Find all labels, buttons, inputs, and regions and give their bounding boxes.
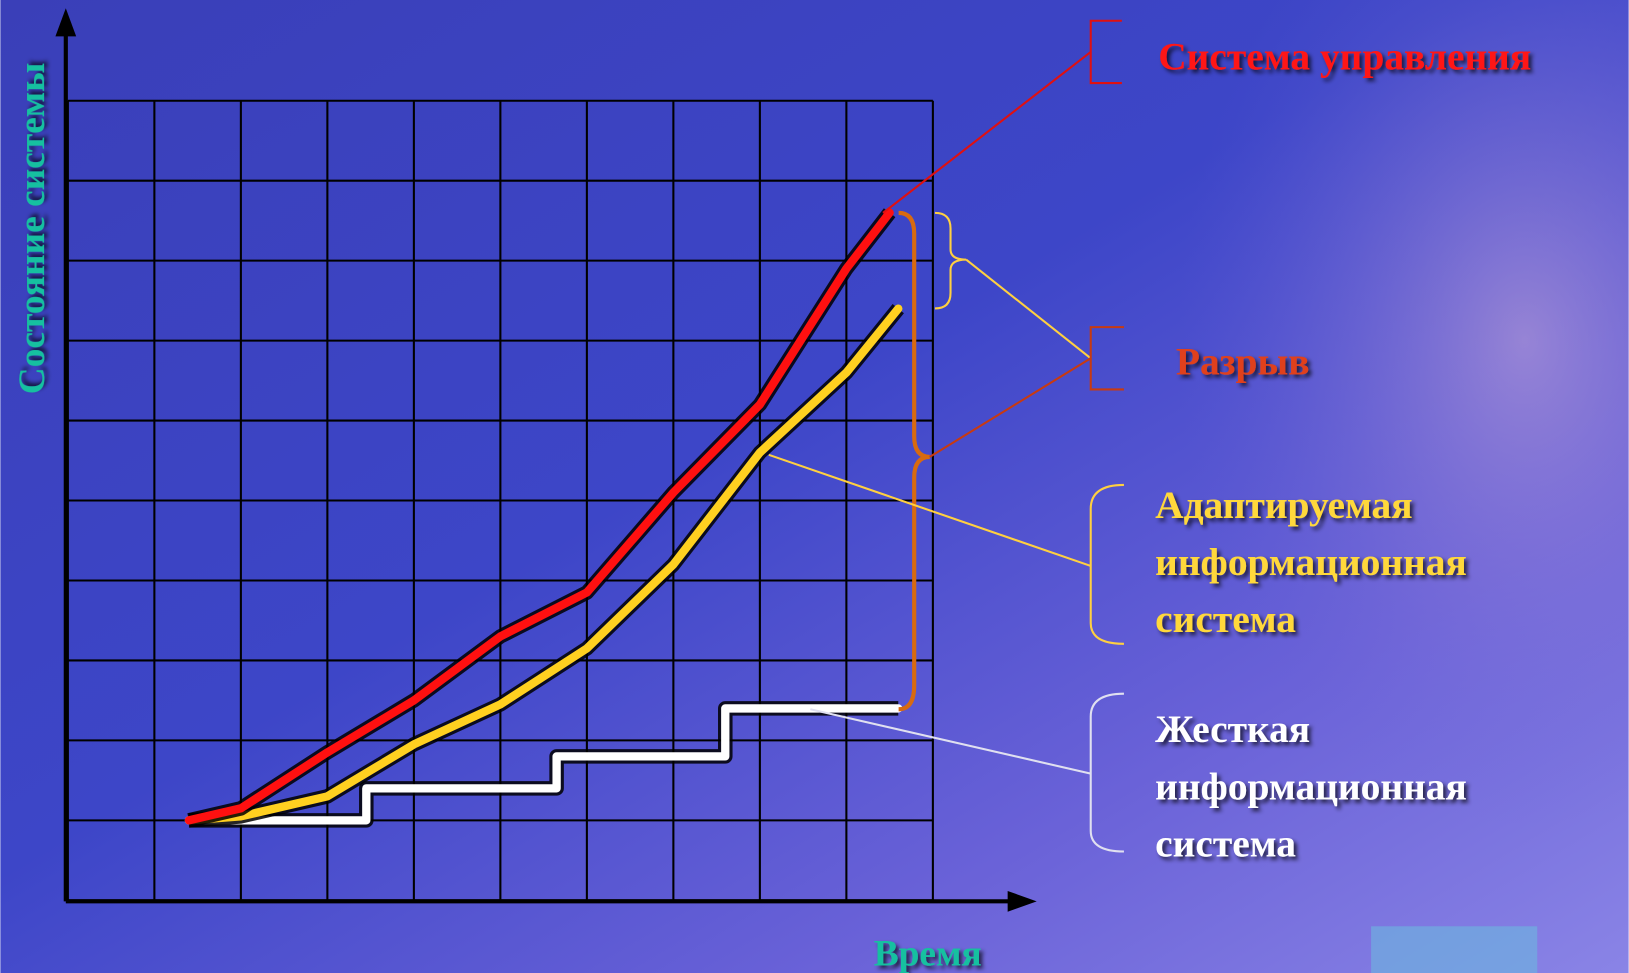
x-axis-arrow — [1007, 890, 1037, 912]
background-glow — [934, 0, 1629, 973]
annotations: Система управления Разрыв Адаптируемая инфо… — [1155, 34, 1531, 865]
annotation: Адаптируемая — [1155, 483, 1413, 527]
annotation: система — [1155, 821, 1296, 865]
connector — [882, 51, 1092, 214]
series-line — [184, 208, 894, 825]
connectors — [768, 19, 1124, 853]
annotation: Жесткая — [1155, 707, 1310, 751]
series-line — [184, 304, 903, 825]
bracket — [1089, 326, 1124, 391]
axes — [55, 8, 1037, 912]
x-axis-label: Время — [874, 934, 982, 973]
connector — [929, 357, 1092, 458]
connector — [965, 258, 1092, 360]
connector — [768, 453, 1092, 567]
series-line — [184, 704, 903, 825]
lines — [184, 208, 904, 828]
bracket — [1089, 692, 1124, 853]
connector — [810, 708, 1091, 775]
decor-box — [1371, 926, 1538, 973]
annotation: информационная — [1155, 764, 1467, 808]
y-axis-label: Состояние системы — [12, 63, 53, 395]
bracket — [1089, 19, 1122, 85]
bracket — [1089, 483, 1124, 645]
y-axis-arrow — [55, 8, 77, 37]
annotation: система — [1155, 597, 1296, 641]
annotation: информационная — [1155, 540, 1467, 584]
annotation: Система управления — [1158, 34, 1531, 78]
annotation: Разрыв — [1176, 340, 1310, 384]
